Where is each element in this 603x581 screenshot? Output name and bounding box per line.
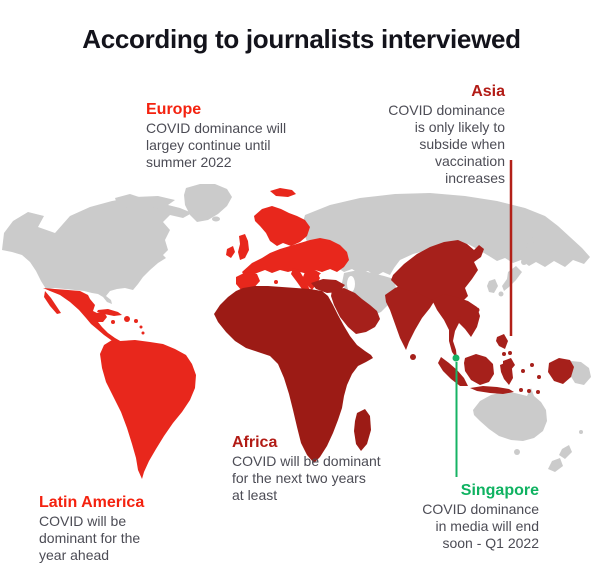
region-heading-latin-america: Latin America: [39, 494, 145, 511]
black-sea: [319, 272, 337, 280]
region-asia: [311, 240, 574, 394]
label-asia: Asia COVID dominance is only likely to s…: [355, 82, 505, 187]
label-line: at least: [232, 487, 278, 503]
label-line: COVID dominance: [388, 102, 505, 118]
region-heading-asia: Asia: [471, 83, 505, 100]
label-singapore: Singapore COVID dominance in media will …: [379, 481, 539, 552]
label-line: dominant for the: [39, 530, 141, 546]
iceland-shape: [212, 216, 220, 222]
label-line: subside when: [419, 136, 505, 152]
label-line: COVID will be dominant: [232, 453, 381, 469]
region-europe: [226, 188, 349, 298]
label-line: largey continue until: [146, 137, 271, 153]
region-greenland: [184, 184, 232, 222]
label-line: soon - Q1 2022: [442, 535, 539, 551]
singapore-marker-dot: [452, 354, 460, 362]
region-oceania: [473, 361, 591, 472]
label-line: summer 2022: [146, 154, 232, 170]
page-title: According to journalists interviewed: [82, 24, 521, 54]
label-line: is only likely to: [414, 119, 505, 135]
label-latin-america: Latin America COVID will be dominant for…: [39, 493, 189, 564]
label-line: for the next two years: [232, 470, 366, 486]
region-latin-america: [43, 288, 196, 479]
label-line: COVID will be: [39, 513, 127, 529]
region-africa: [214, 286, 373, 463]
label-africa: Africa COVID will be dominant for the ne…: [232, 433, 422, 504]
region-japan-korea: [487, 259, 527, 297]
region-north-america: [2, 194, 192, 304]
label-line: increases: [445, 170, 505, 186]
region-heading-africa: Africa: [232, 434, 278, 451]
label-line: in media will end: [435, 518, 540, 534]
label-line: vaccination: [434, 153, 505, 169]
sakhalin-shape: [526, 237, 534, 257]
label-line: COVID dominance: [422, 501, 539, 517]
region-heading-europe: Europe: [146, 101, 202, 118]
label-europe: Europe COVID dominance will largey conti…: [146, 100, 331, 171]
region-heading-singapore: Singapore: [460, 482, 539, 499]
label-line: COVID dominance will: [146, 120, 287, 136]
label-line: year ahead: [39, 547, 110, 563]
caspian-sea: [347, 276, 355, 292]
